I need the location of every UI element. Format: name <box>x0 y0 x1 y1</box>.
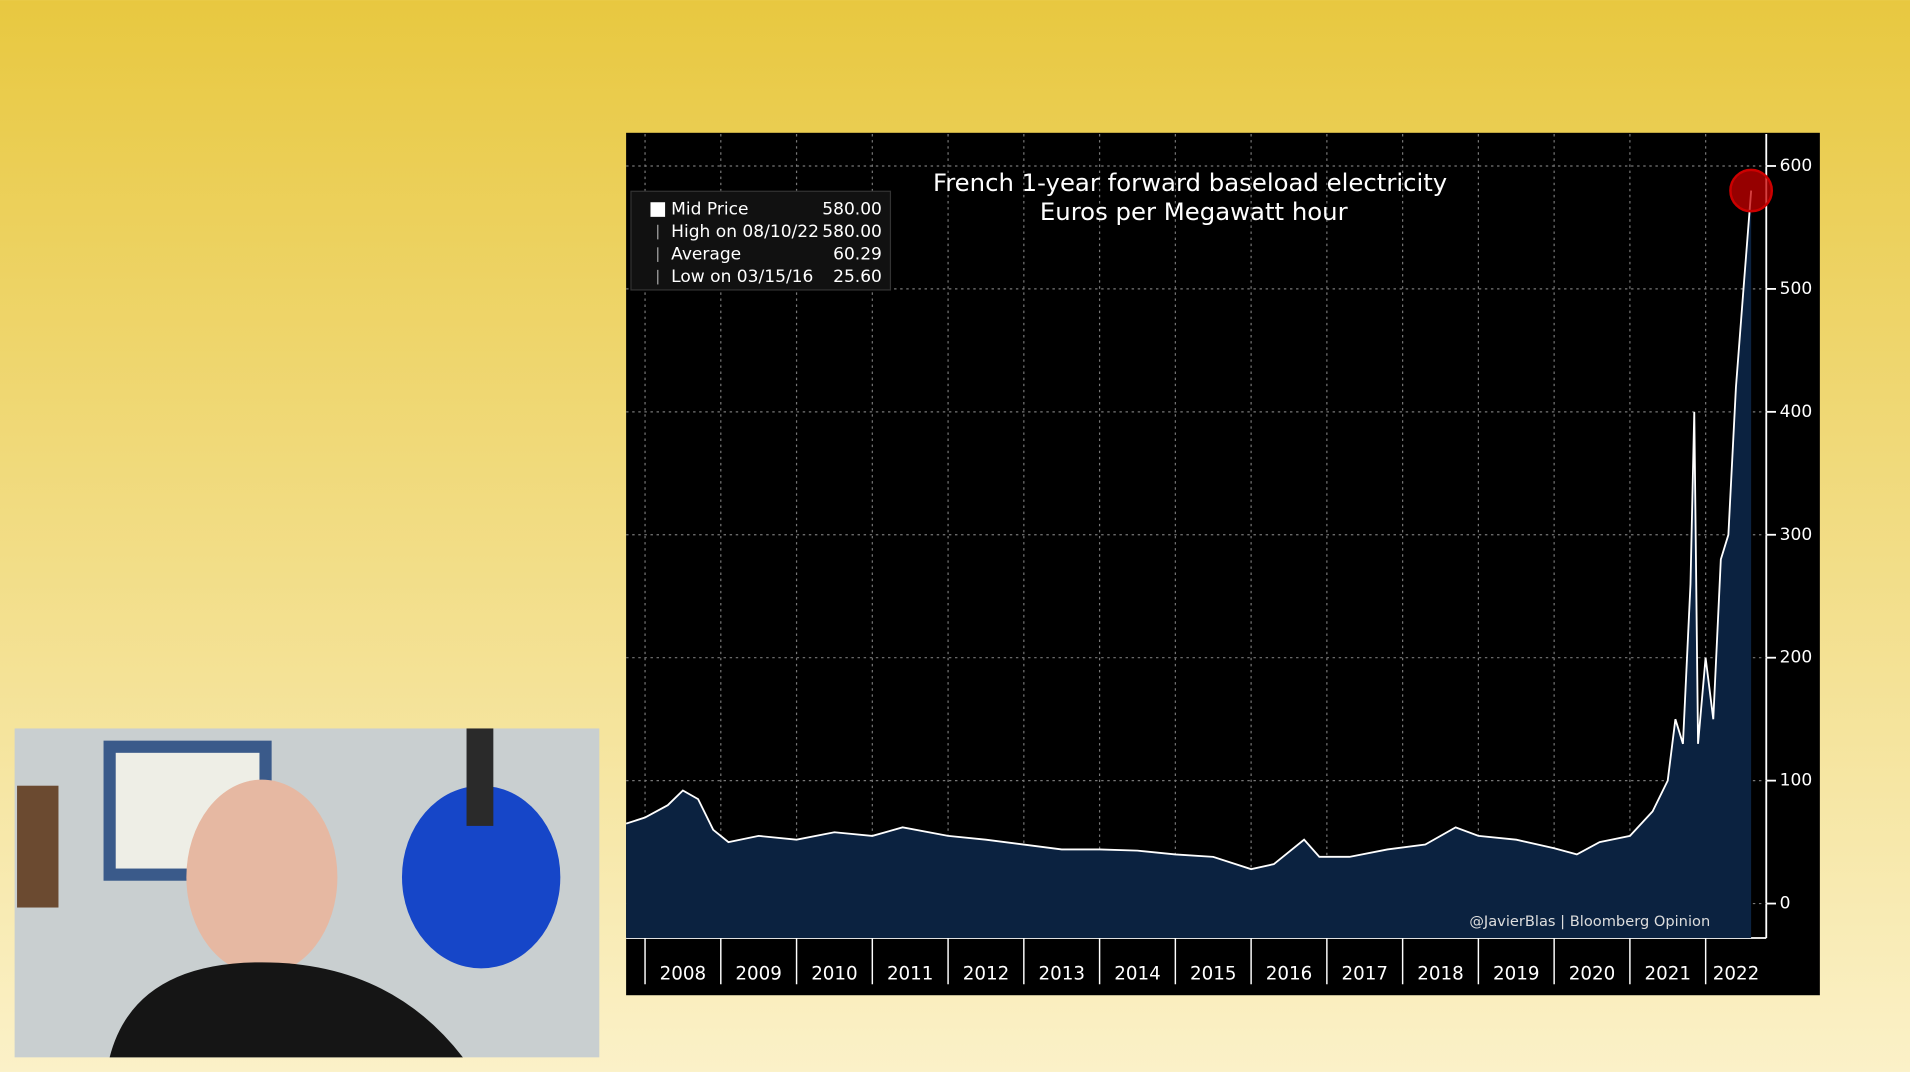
x-tick-label: 2022 <box>1713 964 1760 985</box>
x-tick-label: 2012 <box>963 964 1010 985</box>
legend-value: 580.00 <box>822 222 882 242</box>
chart-title: French 1-year forward baseload electrici… <box>933 168 1447 197</box>
legend-label: High on 08/10/22 <box>671 222 819 242</box>
x-tick-label: 2021 <box>1645 964 1692 985</box>
legend-label: Low on 03/15/16 <box>671 267 813 287</box>
x-tick-label: 2016 <box>1266 964 1313 985</box>
price-line <box>625 190 1753 871</box>
x-tick-label: 2011 <box>887 964 934 985</box>
legend-box <box>630 190 892 291</box>
guitar-neck <box>466 728 494 826</box>
y-tick-label: 200 <box>1780 648 1813 668</box>
x-tick-label: 2014 <box>1114 964 1161 985</box>
y-tick-label: 300 <box>1780 525 1813 545</box>
legend-label: Average <box>671 245 741 265</box>
chart-subtitle: Euros per Megawatt hour <box>1040 197 1349 226</box>
y-tick-label: 100 <box>1780 771 1813 791</box>
legend-swatch <box>650 202 666 217</box>
x-tick-label: 2008 <box>660 964 707 985</box>
x-tick-label: 2015 <box>1190 964 1237 985</box>
high-marker <box>1729 168 1774 213</box>
credit: @JavierBlas | Bloomberg Opinion <box>1469 913 1710 930</box>
legend-value: 580.00 <box>822 200 882 220</box>
shirt <box>109 962 463 1058</box>
x-tick-label: 2009 <box>735 964 782 985</box>
chart: 0 100 200 300 400 500 600 2008 2009 2010 2011 2012 2… <box>625 134 1813 985</box>
legend-value: 25.60 <box>833 267 882 287</box>
x-tick-label: 2020 <box>1569 964 1616 985</box>
x-tick-label: 2018 <box>1417 964 1464 985</box>
x-tick-label: 2013 <box>1038 964 1085 985</box>
legend-value: 60.29 <box>833 245 882 265</box>
y-tick-label: 400 <box>1780 402 1813 422</box>
legend-label: Mid Price <box>671 200 748 220</box>
x-tick-label: 2019 <box>1493 964 1540 985</box>
face <box>186 779 338 975</box>
y-tick-label: 500 <box>1780 279 1813 299</box>
guitar <box>401 785 561 969</box>
y-tick-label: 0 <box>1780 894 1791 914</box>
x-tick-label: 2017 <box>1341 964 1388 985</box>
picture-frame <box>17 785 59 908</box>
y-tick-label: 600 <box>1780 156 1813 176</box>
area-fill <box>626 190 1752 938</box>
webcam <box>14 728 600 1058</box>
x-tick-label: 2010 <box>811 964 858 985</box>
